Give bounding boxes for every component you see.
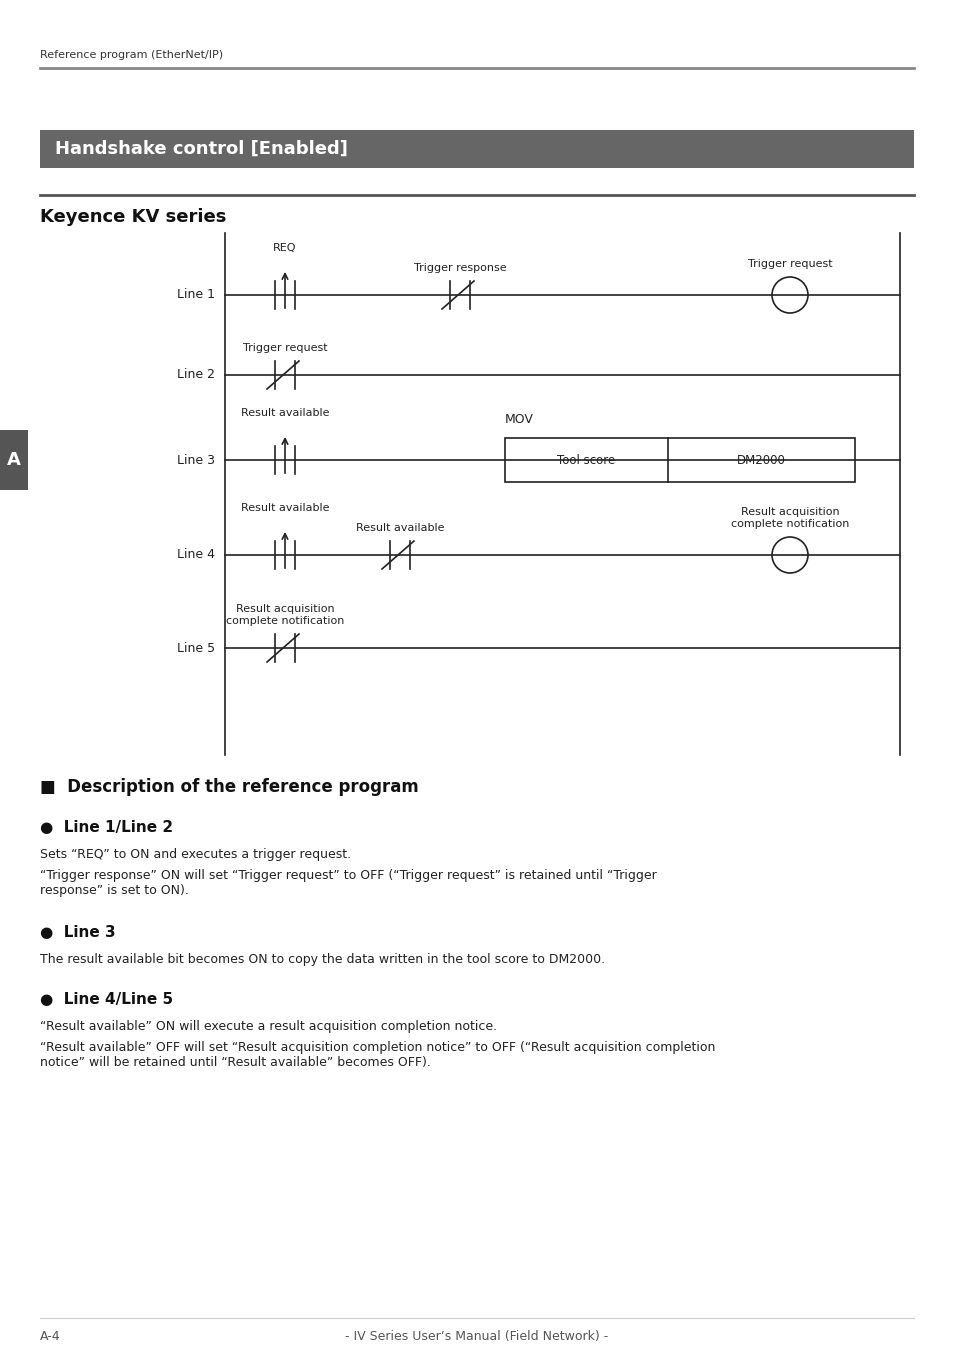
Text: Result available: Result available [240,408,329,418]
Bar [40,129,913,168]
Text: Trigger response: Trigger response [414,263,506,274]
Text: ●  Line 1/Line 2: ● Line 1/Line 2 [40,820,172,834]
Text: Trigger request: Trigger request [747,259,831,270]
Circle shape [771,276,807,313]
Circle shape [771,537,807,573]
Text: Handshake control [Enabled]: Handshake control [Enabled] [55,140,348,158]
Text: ●  Line 4/Line 5: ● Line 4/Line 5 [40,992,172,1007]
Text: Line 1: Line 1 [177,288,214,302]
Text: Line 2: Line 2 [177,368,214,381]
Text: REQ: REQ [273,243,296,253]
Text: Line 3: Line 3 [177,453,214,466]
Text: Result acquisition
complete notification: Result acquisition complete notification [730,507,848,528]
Text: Line 5: Line 5 [176,642,214,655]
Text: Tool score: Tool score [557,453,615,466]
Text: “Trigger response” ON will set “Trigger request” to OFF (“Trigger request” is re: “Trigger response” ON will set “Trigger … [40,869,656,896]
Text: A: A [7,452,21,469]
Text: The result available bit becomes ON to copy the data written in the tool score t: The result available bit becomes ON to c… [40,953,604,967]
Bar [0,430,28,491]
Text: Result available: Result available [240,503,329,514]
Text: Result acquisition
complete notification: Result acquisition complete notification [226,604,344,625]
Text: “Result available” OFF will set “Result acquisition completion notice” to OFF (“: “Result available” OFF will set “Result … [40,1041,715,1069]
Text: Result available: Result available [355,523,444,532]
Text: Trigger request: Trigger request [242,342,327,353]
Text: ■  Description of the reference program: ■ Description of the reference program [40,778,418,797]
Text: Sets “REQ” to ON and executes a trigger request.: Sets “REQ” to ON and executes a trigger … [40,848,351,861]
Text: Line 4: Line 4 [177,549,214,562]
Text: A-4: A-4 [40,1330,61,1343]
Text: “Result available” ON will execute a result acquisition completion notice.: “Result available” ON will execute a res… [40,1020,497,1033]
Text: MOV: MOV [504,412,534,426]
Text: ●  Line 3: ● Line 3 [40,925,115,940]
Text: Keyence KV series: Keyence KV series [40,208,226,226]
Bar [504,438,854,483]
Text: DM2000: DM2000 [737,453,785,466]
Text: - IV Series User’s Manual (Field Network) -: - IV Series User’s Manual (Field Network… [345,1330,608,1343]
Text: Reference program (EtherNet/IP): Reference program (EtherNet/IP) [40,50,223,61]
